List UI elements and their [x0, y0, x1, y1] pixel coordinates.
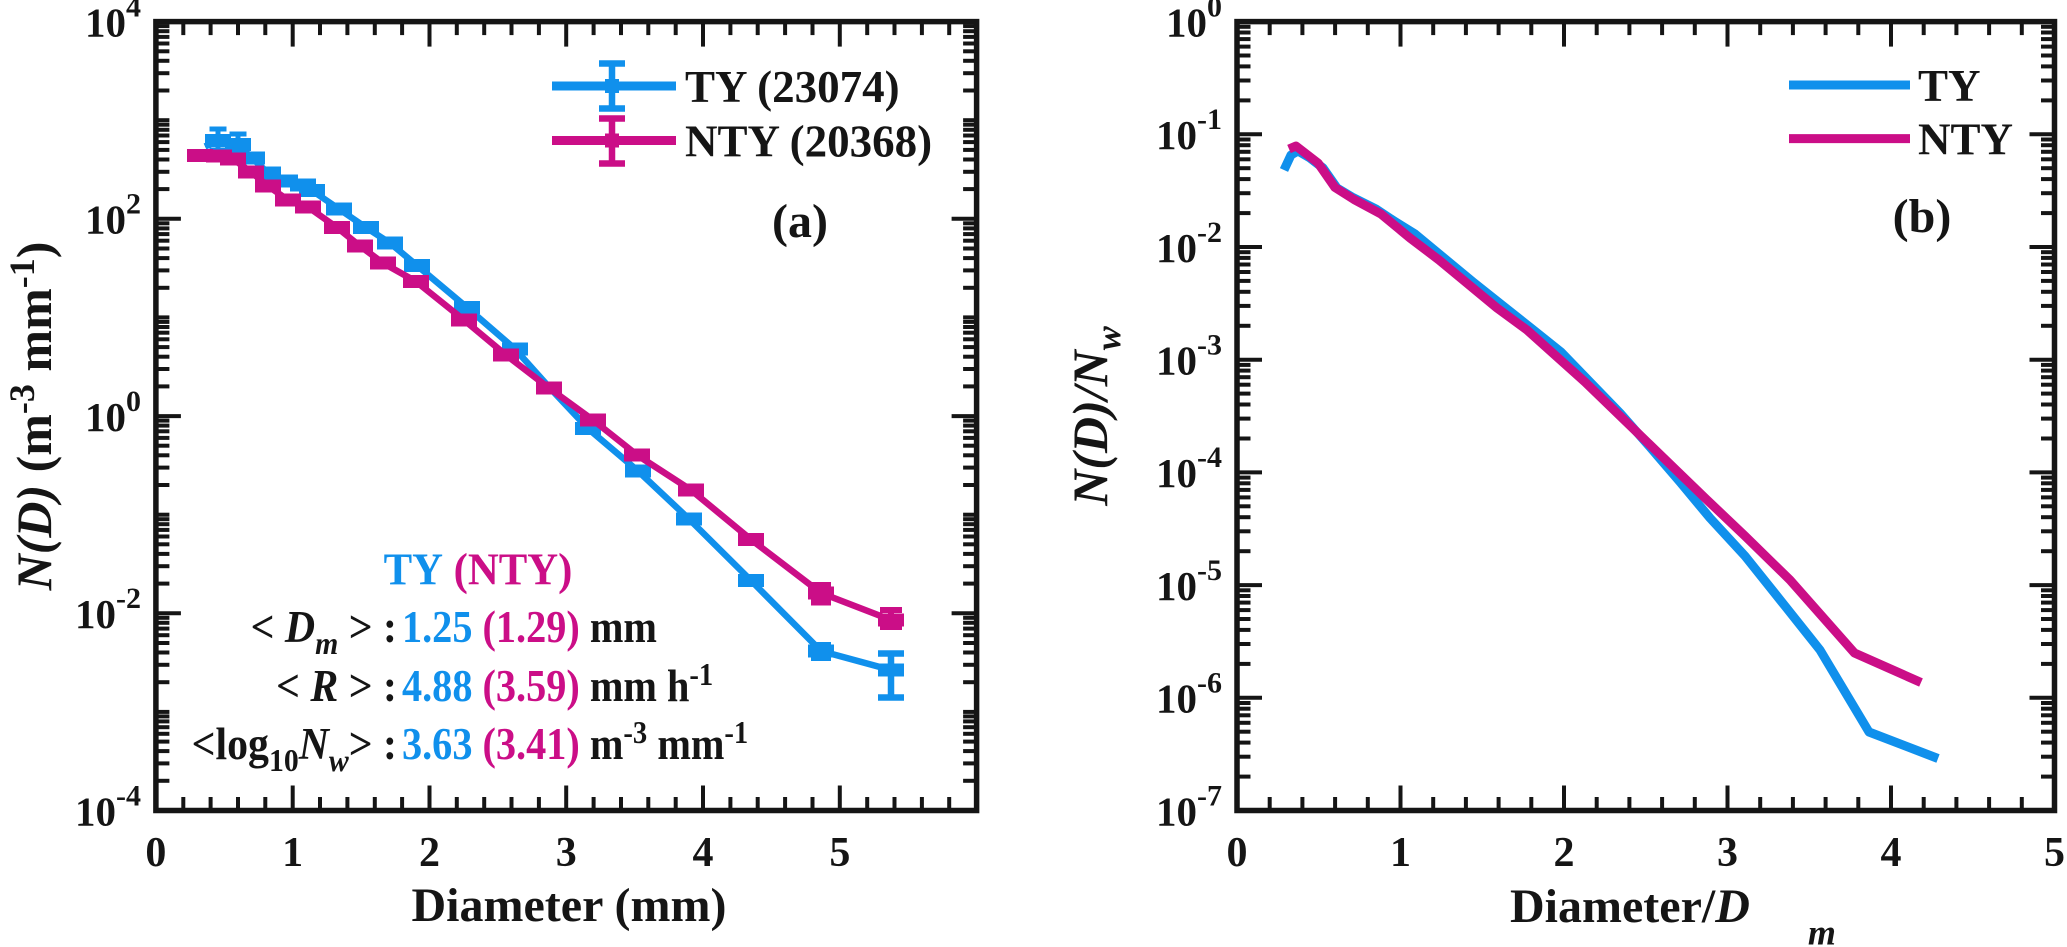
svg-text:5: 5: [829, 830, 850, 876]
svg-text:N(D)/Nw: N(D)/Nw: [1062, 325, 1128, 507]
svg-text:1: 1: [1390, 830, 1411, 876]
svg-text:NTY (20368): NTY (20368): [685, 117, 932, 167]
svg-text:TY (23074): TY (23074): [685, 62, 900, 112]
svg-text:5: 5: [2044, 830, 2065, 876]
svg-text:< R > :: < R > :: [276, 662, 397, 712]
svg-text:4: 4: [1881, 830, 1902, 876]
svg-text:0: 0: [1227, 830, 1248, 876]
svg-text:(a): (a): [772, 195, 828, 248]
svg-text:2: 2: [419, 830, 440, 876]
svg-text:10-2: 10-2: [1156, 216, 1222, 271]
svg-text:3: 3: [1717, 830, 1738, 876]
svg-text:<log10Nw> :: <log10Nw> :: [192, 720, 397, 779]
svg-text:4: 4: [693, 830, 714, 876]
svg-text:N(D) (m-3 mm-1): N(D) (m-3 mm-1): [2, 242, 62, 592]
svg-text:4.88 (3.59) mm h-1: 4.88 (3.59) mm h-1: [402, 657, 713, 712]
svg-text:(b): (b): [1893, 190, 1952, 243]
svg-text:NTY: NTY: [1918, 115, 2013, 165]
svg-text:3: 3: [556, 830, 577, 876]
svg-text:1.25 (1.29) mm: 1.25 (1.29) mm: [402, 603, 657, 653]
svg-text:TY (NTY): TY (NTY): [384, 546, 573, 595]
svg-text:TY: TY: [1918, 61, 1981, 111]
svg-text:1: 1: [282, 830, 303, 876]
svg-text:3.63 (3.41) m-3 mm-1: 3.63 (3.41) m-3 mm-1: [402, 715, 748, 770]
svg-text:2: 2: [1554, 830, 1575, 876]
svg-text:0: 0: [145, 830, 166, 876]
svg-text:Diameter (mm): Diameter (mm): [412, 879, 727, 932]
